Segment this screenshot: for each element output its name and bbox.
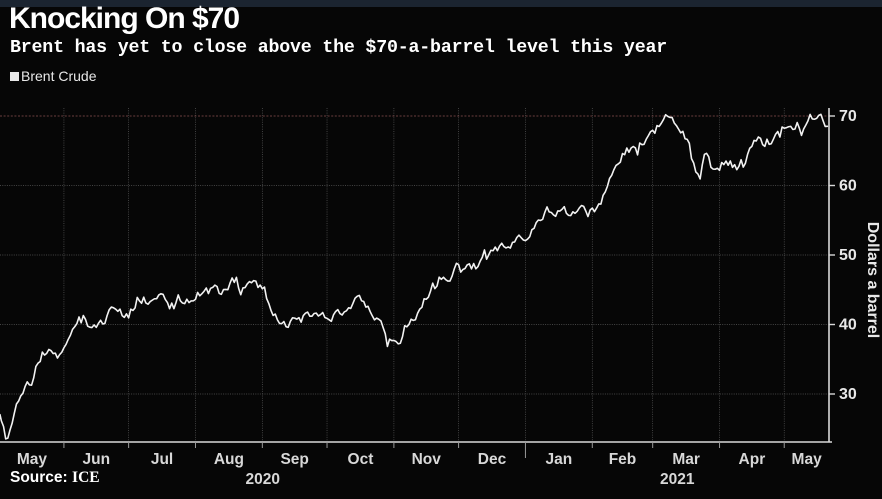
svg-text:May: May bbox=[792, 451, 823, 468]
svg-text:Nov: Nov bbox=[412, 451, 442, 468]
svg-text:Jul: Jul bbox=[151, 451, 173, 468]
svg-text:30: 30 bbox=[839, 386, 857, 403]
svg-text:2020: 2020 bbox=[245, 471, 279, 488]
svg-text:May: May bbox=[17, 451, 48, 468]
svg-text:Aug: Aug bbox=[214, 451, 244, 468]
svg-text:Dollars a barrel: Dollars a barrel bbox=[864, 222, 881, 339]
svg-text:Mar: Mar bbox=[672, 451, 700, 468]
svg-text:Feb: Feb bbox=[609, 451, 637, 468]
svg-text:Sep: Sep bbox=[280, 451, 308, 468]
svg-text:Apr: Apr bbox=[739, 451, 766, 468]
svg-text:60: 60 bbox=[839, 178, 857, 195]
svg-text:Oct: Oct bbox=[348, 451, 374, 468]
svg-text:Jun: Jun bbox=[82, 451, 110, 468]
svg-text:70: 70 bbox=[839, 108, 857, 125]
svg-text:Jan: Jan bbox=[546, 451, 573, 468]
svg-text:40: 40 bbox=[839, 317, 857, 334]
svg-text:Dec: Dec bbox=[478, 451, 507, 468]
svg-text:50: 50 bbox=[839, 247, 857, 264]
svg-text:2021: 2021 bbox=[660, 471, 695, 488]
